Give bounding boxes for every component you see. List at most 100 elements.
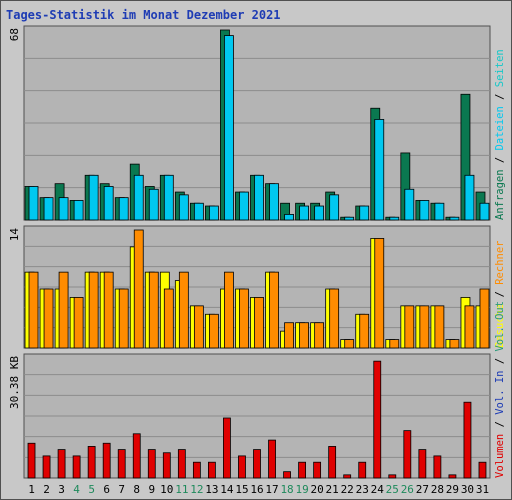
bar-visits-rechner-day-24 <box>374 238 385 349</box>
x-tick-label-day-24: 24 <box>371 483 385 496</box>
bar-volume-volumen-day-3 <box>57 449 66 479</box>
legend-visits: Besuche / Rechner <box>494 241 506 349</box>
x-tick-label-day-5: 5 <box>88 483 95 496</box>
bar-requests-dateien-day-25 <box>389 216 400 221</box>
bar-visits-rechner-day-30 <box>464 305 475 349</box>
legend-separator: / <box>494 285 506 304</box>
x-tick-label-day-15: 15 <box>235 483 248 496</box>
bar-visits-rechner-day-27 <box>419 305 430 349</box>
bar-visits-rechner-day-15 <box>239 288 249 349</box>
x-tick-label-day-29: 29 <box>446 483 459 496</box>
bar-volume-volumen-day-10 <box>162 452 171 479</box>
x-tick-label-day-17: 17 <box>265 483 278 496</box>
bar-volume-volumen-day-13 <box>208 461 216 479</box>
x-tick-label-day-25: 25 <box>386 483 399 496</box>
bar-requests-dateien-day-10 <box>163 174 174 221</box>
bar-visits-rechner-day-8 <box>133 229 144 349</box>
panel-volume: 30.38 KB Volumen / Vol. In / Vol. Out <box>8 301 506 479</box>
bar-volume-volumen-day-9 <box>147 449 156 479</box>
bar-volume-volumen-day-7 <box>117 449 126 479</box>
bar-volume-volumen-day-27 <box>418 449 427 479</box>
bar-volume-volumen-day-6 <box>102 442 111 479</box>
bar-volume-volumen-day-20 <box>313 461 322 479</box>
bar-volume-volumen-day-19 <box>298 461 306 479</box>
x-tick-label-day-26: 26 <box>401 483 414 496</box>
legend-item-volin: Vol. In <box>494 371 506 415</box>
x-tick-label-day-19: 19 <box>295 483 308 496</box>
bar-volume-volumen-day-4 <box>72 455 81 479</box>
bar-requests-dateien-day-26 <box>404 188 415 221</box>
bar-visits-rechner-day-3 <box>58 271 69 349</box>
legend-separator: / <box>494 87 506 106</box>
x-tick-label-day-27: 27 <box>416 483 429 496</box>
chart-title: Tages-Statistik im Monat Dezember 2021 <box>6 8 281 22</box>
bar-requests-dateien-day-2 <box>43 197 54 221</box>
bar-requests-dateien-day-13 <box>209 205 219 221</box>
bar-visits-rechner-day-17 <box>269 271 279 349</box>
bar-requests-dateien-day-14 <box>224 35 234 221</box>
bar-visits-rechner-day-2 <box>43 288 54 349</box>
legend-item-anfragen: Anfragen <box>494 169 506 220</box>
bar-volume-volumen-day-14 <box>223 417 231 479</box>
bar-requests-dateien-day-27 <box>419 200 430 221</box>
legend-item-seiten: Seiten <box>494 49 506 87</box>
bar-visits-rechner-day-6 <box>103 271 114 349</box>
legend-separator: / <box>494 415 506 434</box>
bar-requests-dateien-day-7 <box>118 197 129 221</box>
legend-item-dateien: Dateien <box>494 106 506 150</box>
bar-requests-dateien-day-3 <box>58 197 69 221</box>
x-tick-label-day-30: 30 <box>461 483 474 496</box>
x-tick-label-day-8: 8 <box>133 483 140 496</box>
bar-volume-volumen-day-12 <box>192 461 201 479</box>
x-tick-label-day-9: 9 <box>148 483 155 496</box>
bar-visits-rechner-day-29 <box>449 339 460 349</box>
x-tick-label-day-18: 18 <box>280 483 293 496</box>
bar-visits-rechner-day-1 <box>28 271 39 349</box>
bar-requests-dateien-day-16 <box>254 174 264 221</box>
bar-volume-volumen-day-28 <box>433 455 442 479</box>
bar-visits-rechner-day-25 <box>389 339 400 349</box>
bar-visits-rechner-day-14 <box>224 271 234 349</box>
bar-requests-dateien-day-17 <box>269 183 279 221</box>
y-max-label-requests: 68 <box>8 28 21 41</box>
bar-volume-volumen-day-8 <box>132 433 141 479</box>
bar-volume-volumen-day-29 <box>448 474 457 479</box>
bar-volume-volumen-day-15 <box>238 455 246 479</box>
bar-volume-volumen-day-1 <box>27 442 36 479</box>
bar-visits-rechner-day-21 <box>329 288 340 349</box>
bar-visits-rechner-day-31 <box>479 288 490 349</box>
bar-requests-dateien-day-22 <box>344 216 355 221</box>
bar-volume-volumen-day-22 <box>343 474 352 479</box>
bar-requests-dateien-day-1 <box>28 186 39 221</box>
bar-volume-volumen-day-25 <box>388 474 397 479</box>
x-tick-label-day-7: 7 <box>118 483 125 496</box>
x-tick-label-day-23: 23 <box>356 483 369 496</box>
bar-requests-dateien-day-31 <box>479 202 490 221</box>
x-tick-label-day-10: 10 <box>160 483 173 496</box>
bar-visits-rechner-day-5 <box>88 271 99 349</box>
x-tick-label-day-1: 1 <box>28 483 35 496</box>
x-tick-label-day-20: 20 <box>311 483 324 496</box>
bar-requests-dateien-day-8 <box>133 174 144 221</box>
x-tick-label-day-31: 31 <box>476 483 489 496</box>
bar-volume-volumen-day-17 <box>268 439 276 479</box>
bar-visits-rechner-day-19 <box>299 322 309 349</box>
bar-volume-volumen-day-26 <box>403 430 412 479</box>
x-tick-label-day-6: 6 <box>103 483 110 496</box>
bar-requests-dateien-day-24 <box>374 119 385 221</box>
y-max-label-volume: 30.38 KB <box>8 356 21 409</box>
bar-visits-rechner-day-20 <box>314 322 325 349</box>
panel-visits: 14 Besuche / Rechner <box>8 225 506 349</box>
x-tick-label-day-11: 11 <box>175 483 188 496</box>
bar-requests-dateien-day-11 <box>178 194 189 221</box>
bar-visits-rechner-day-9 <box>148 271 159 349</box>
bar-volume-volumen-day-5 <box>87 446 96 479</box>
bar-requests-dateien-day-12 <box>193 202 204 221</box>
bar-volume-volumen-day-16 <box>253 449 261 479</box>
bar-volume-volumen-day-18 <box>283 471 291 479</box>
bar-volume-volumen-day-31 <box>478 461 487 479</box>
bar-volume-volumen-day-11 <box>177 449 186 479</box>
bar-visits-rechner-day-28 <box>434 305 445 349</box>
legend-item-rechner: Rechner <box>494 241 506 285</box>
